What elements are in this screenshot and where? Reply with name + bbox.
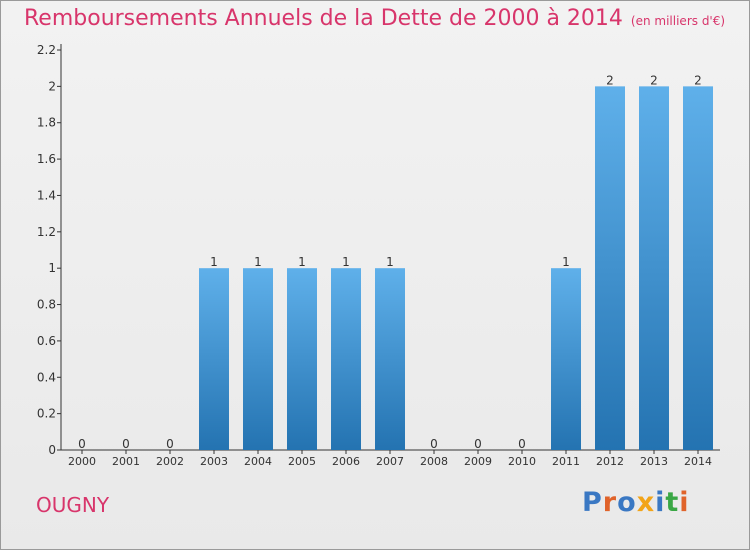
logo-letter: P <box>582 487 603 518</box>
x-tick-label: 2013 <box>640 455 668 468</box>
bar-value-label: 0 <box>518 437 526 451</box>
x-tick-label: 2011 <box>552 455 580 468</box>
bar-2014 <box>683 86 713 450</box>
bar-value-label: 2 <box>606 73 614 87</box>
bar-value-label: 1 <box>254 255 262 269</box>
bar-value-label: 0 <box>78 437 86 451</box>
logo-letter: t <box>665 487 680 518</box>
bar-2005 <box>287 268 317 450</box>
bar-2003 <box>199 268 229 450</box>
bar-value-label: 1 <box>386 255 394 269</box>
y-tick-label: 1.6 <box>37 152 56 166</box>
logo-letter: o <box>617 487 637 518</box>
y-tick-label: 2 <box>48 79 56 93</box>
bar-value-label: 2 <box>650 73 658 87</box>
bar-2004 <box>243 268 273 450</box>
chart-title-main: Remboursements Annuels de la Dette de 20… <box>24 6 623 31</box>
bar-value-label: 0 <box>122 437 130 451</box>
bars: 0 0 0 1 1 1 1 1 0 0 0 1 2 2 2 <box>78 73 713 451</box>
x-tick-label: 2008 <box>420 455 448 468</box>
x-tick-label: 2005 <box>288 455 316 468</box>
y-tick-label: 1.8 <box>37 116 56 130</box>
y-tick-label: 2.2 <box>37 43 56 57</box>
chart-title-unit: (en milliers d'€) <box>630 14 726 28</box>
y-tick-label: 0.8 <box>37 298 56 312</box>
y-tick-label: 0 <box>48 443 56 457</box>
y-tick-label: 0.2 <box>37 407 56 421</box>
logo-letter: r <box>602 487 618 518</box>
x-tick-label: 2014 <box>684 455 712 468</box>
bar-2006 <box>331 268 361 450</box>
bar-value-label: 1 <box>342 255 350 269</box>
y-tick-label: 1.2 <box>37 225 56 239</box>
chart-title: Remboursements Annuels de la Dette de 20… <box>24 6 725 31</box>
x-tick-label: 2003 <box>200 455 228 468</box>
bar-2011 <box>551 268 581 450</box>
commune-name: OUGNY <box>36 493 110 517</box>
y-tick-label: 0.6 <box>37 334 56 348</box>
bar-value-label: 1 <box>298 255 306 269</box>
bar-2013 <box>639 86 669 450</box>
bar-2007 <box>375 268 405 450</box>
proxiti-logo: Proxiti <box>582 487 690 518</box>
bar-value-label: 2 <box>694 73 702 87</box>
bar-value-label: 0 <box>430 437 438 451</box>
x-tick-label: 2006 <box>332 455 360 468</box>
bar-value-label: 1 <box>210 255 218 269</box>
x-tick-label: 2004 <box>244 455 272 468</box>
x-tick-label: 2009 <box>464 455 492 468</box>
y-axis: 0 0.2 0.4 0.6 0.8 1 1.2 1.4 1.6 1.8 2 2.2 <box>37 43 62 457</box>
bar-value-label: 1 <box>562 255 570 269</box>
x-axis: 2000 2001 2002 2003 2004 2005 2006 2007 2008 2009… <box>61 449 720 468</box>
logo-letter: i <box>679 487 690 518</box>
bar-value-label: 0 <box>474 437 482 451</box>
bar-value-label: 0 <box>166 437 174 451</box>
y-tick-label: 0.4 <box>37 370 56 384</box>
logo-letter: i <box>655 487 666 518</box>
x-tick-label: 2010 <box>508 455 536 468</box>
x-tick-label: 2002 <box>156 455 184 468</box>
x-tick-label: 2007 <box>376 455 404 468</box>
x-tick-label: 2012 <box>596 455 624 468</box>
x-tick-label: 2000 <box>68 455 96 468</box>
bar-2012 <box>595 86 625 450</box>
y-tick-label: 1.4 <box>37 188 56 202</box>
y-tick-label: 1 <box>48 261 56 275</box>
x-tick-label: 2001 <box>112 455 140 468</box>
logo-letter: x <box>636 487 656 518</box>
